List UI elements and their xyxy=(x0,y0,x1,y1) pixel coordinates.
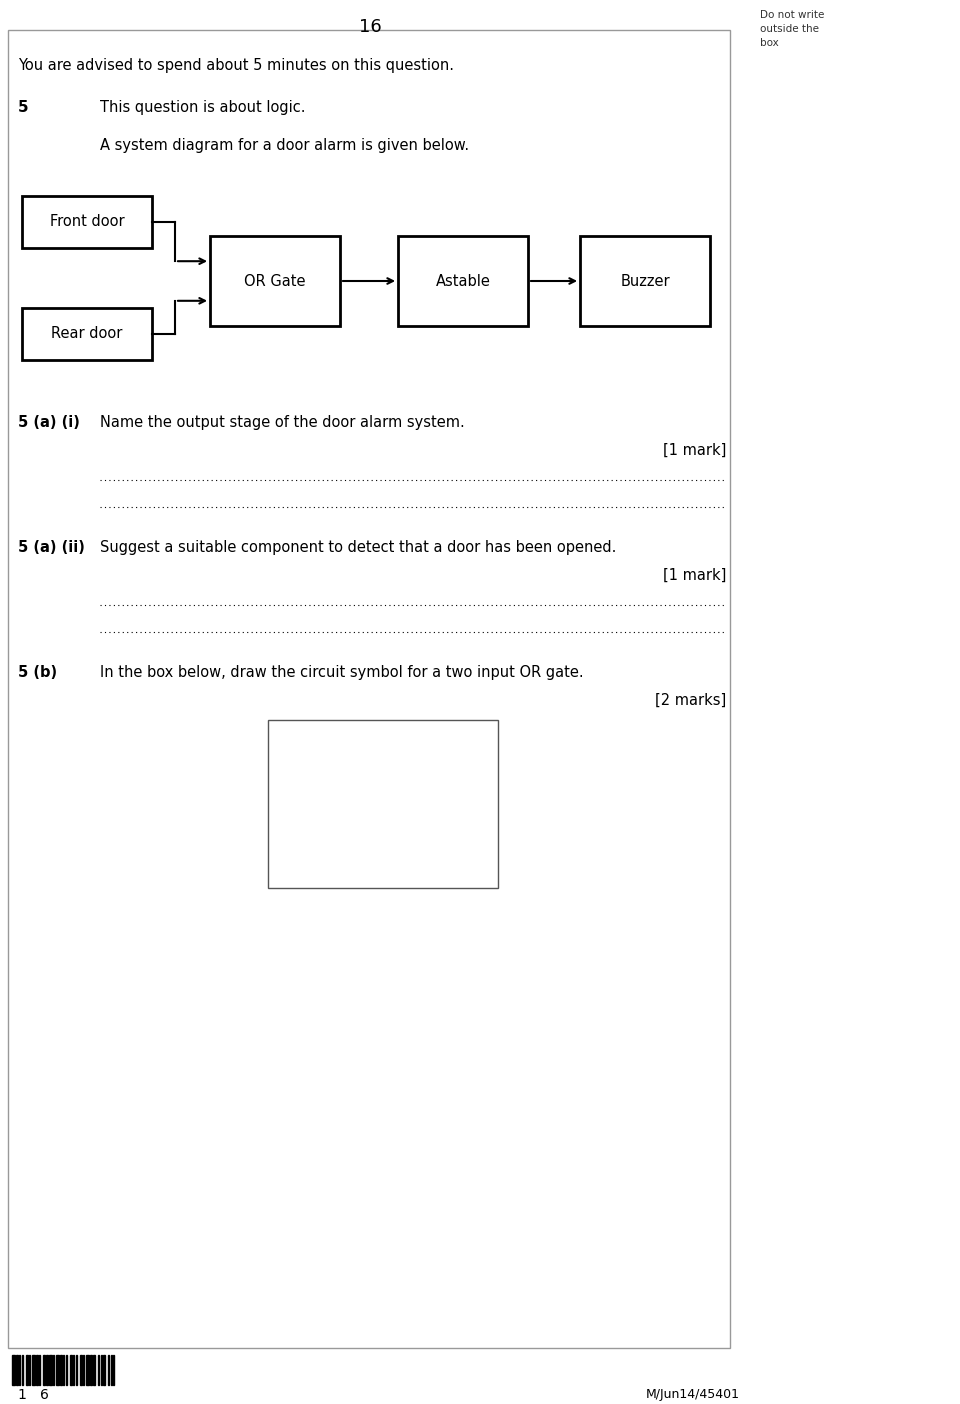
Bar xyxy=(12,1355,15,1384)
Text: 1   6: 1 6 xyxy=(18,1389,49,1403)
Bar xyxy=(26,1355,28,1384)
Bar xyxy=(49,1355,52,1384)
Bar xyxy=(63,1355,64,1384)
Bar xyxy=(108,1355,109,1384)
Bar xyxy=(580,236,710,326)
Bar xyxy=(22,307,152,359)
Text: Rear door: Rear door xyxy=(51,327,123,341)
Bar xyxy=(66,1355,67,1384)
Bar xyxy=(268,720,498,887)
Bar xyxy=(29,1355,30,1384)
Bar xyxy=(22,1355,23,1384)
Bar xyxy=(98,1355,99,1384)
Bar xyxy=(60,1355,62,1384)
Text: Suggest a suitable component to detect that a door has been opened.: Suggest a suitable component to detect t… xyxy=(100,541,616,555)
Text: M/Jun14/45401: M/Jun14/45401 xyxy=(646,1389,740,1401)
Text: 5 (b): 5 (b) xyxy=(18,665,58,680)
Text: Do not write
outside the
box: Do not write outside the box xyxy=(760,10,825,48)
Bar xyxy=(56,1355,59,1384)
Bar xyxy=(36,1355,38,1384)
Bar xyxy=(111,1355,112,1384)
Bar xyxy=(76,1355,77,1384)
Bar xyxy=(93,1355,95,1384)
Bar xyxy=(398,236,528,326)
Text: 5: 5 xyxy=(18,100,29,115)
Bar xyxy=(46,1355,48,1384)
Bar xyxy=(19,1355,20,1384)
Text: You are advised to spend about 5 minutes on this question.: You are advised to spend about 5 minutes… xyxy=(18,58,454,73)
Bar xyxy=(22,197,152,249)
Text: Front door: Front door xyxy=(50,215,124,229)
Bar xyxy=(80,1355,82,1384)
Bar xyxy=(16,1355,18,1384)
Text: Astable: Astable xyxy=(436,274,491,288)
Text: Name the output stage of the door alarm system.: Name the output stage of the door alarm … xyxy=(100,416,465,430)
Text: [2 marks]: [2 marks] xyxy=(655,694,726,708)
Bar xyxy=(8,29,730,1348)
Bar xyxy=(39,1355,40,1384)
Bar xyxy=(90,1355,92,1384)
Text: [1 mark]: [1 mark] xyxy=(662,444,726,458)
Text: In the box below, draw the circuit symbol for a two input OR gate.: In the box below, draw the circuit symbo… xyxy=(100,665,584,680)
Bar xyxy=(210,236,340,326)
Text: [1 mark]: [1 mark] xyxy=(662,569,726,583)
Bar xyxy=(73,1355,74,1384)
Text: A system diagram for a door alarm is given below.: A system diagram for a door alarm is giv… xyxy=(100,138,469,153)
Bar xyxy=(43,1355,45,1384)
Bar xyxy=(83,1355,84,1384)
Bar xyxy=(53,1355,54,1384)
Text: 5 (a) (ii): 5 (a) (ii) xyxy=(18,541,84,555)
Bar xyxy=(101,1355,102,1384)
Text: Buzzer: Buzzer xyxy=(620,274,670,288)
Bar xyxy=(103,1355,105,1384)
Text: 5 (a) (i): 5 (a) (i) xyxy=(18,416,80,430)
Bar xyxy=(32,1355,35,1384)
Bar xyxy=(70,1355,72,1384)
Text: OR Gate: OR Gate xyxy=(244,274,305,288)
Bar xyxy=(86,1355,89,1384)
Text: 16: 16 xyxy=(359,18,381,37)
Bar xyxy=(113,1355,114,1384)
Text: This question is about logic.: This question is about logic. xyxy=(100,100,305,115)
